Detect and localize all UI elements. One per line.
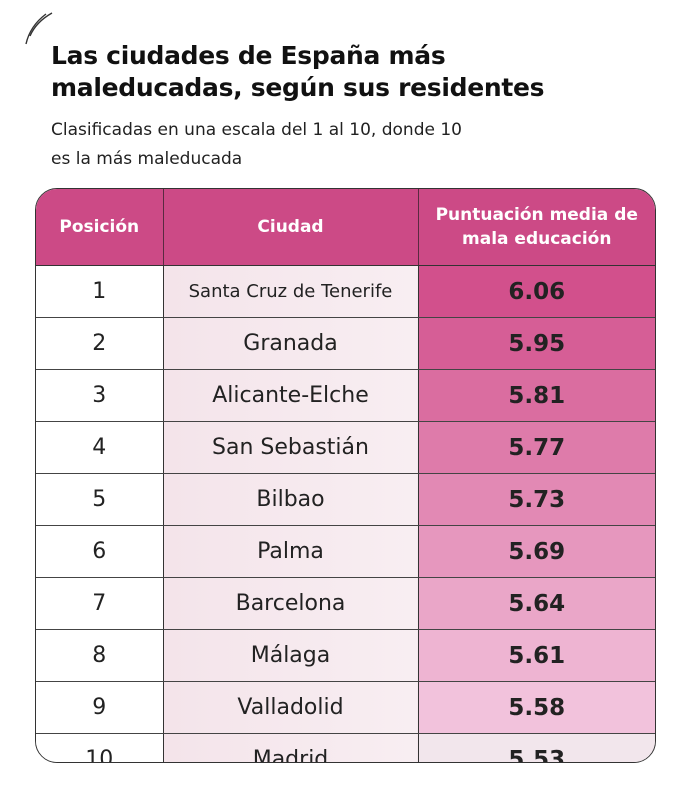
table-row: 4 San Sebastián 5.77: [36, 421, 655, 474]
score-cell: 5.73: [418, 473, 655, 526]
position-cell: 10: [36, 733, 164, 762]
table-row: 1 Santa Cruz de Tenerife 6.06: [36, 265, 655, 318]
position-cell: 1: [36, 265, 164, 318]
score-cell: 5.77: [418, 421, 655, 474]
decorative-slash-icon: [25, 12, 53, 45]
title-line: maleducadas, según sus residentes: [51, 73, 545, 102]
position-cell: 7: [36, 577, 164, 630]
score-cell: 5.53: [418, 733, 655, 762]
table-row: 7 Barcelona 5.64: [36, 577, 655, 630]
header-position: Posición: [36, 189, 164, 266]
header-score: Puntuación media de mala educación: [418, 189, 655, 266]
city-cell: Valladolid: [163, 681, 419, 734]
city-cell: Palma: [163, 525, 419, 578]
page-title: Las ciudades de España más maleducadas, …: [51, 40, 545, 104]
city-cell: Málaga: [163, 629, 419, 682]
position-cell: 4: [36, 421, 164, 474]
position-cell: 5: [36, 473, 164, 526]
score-cell: 5.64: [418, 577, 655, 630]
score-cell: 5.69: [418, 525, 655, 578]
score-cell: 5.58: [418, 681, 655, 734]
table-header-row: Posición Ciudad Puntuación media de mala…: [36, 189, 655, 266]
city-cell: Santa Cruz de Tenerife: [163, 265, 419, 318]
table-row: 8 Málaga 5.61: [36, 629, 655, 682]
table-row: 2 Granada 5.95: [36, 317, 655, 370]
table-row: 5 Bilbao 5.73: [36, 473, 655, 526]
subtitle-line: Clasificadas en una escala del 1 al 10, …: [51, 120, 462, 140]
city-cell: Alicante-Elche: [163, 369, 419, 422]
header-city: Ciudad: [163, 189, 419, 266]
position-cell: 3: [36, 369, 164, 422]
city-cell: Barcelona: [163, 577, 419, 630]
table-row: 10 Madrid 5.53: [36, 733, 655, 762]
table-row: 9 Valladolid 5.58: [36, 681, 655, 734]
position-cell: 8: [36, 629, 164, 682]
subtitle: Clasificadas en una escala del 1 al 10, …: [51, 116, 462, 174]
position-cell: 6: [36, 525, 164, 578]
position-cell: 9: [36, 681, 164, 734]
table-row: 3 Alicante-Elche 5.81: [36, 369, 655, 422]
city-cell: San Sebastián: [163, 421, 419, 474]
score-cell: 5.81: [418, 369, 655, 422]
score-cell: 6.06: [418, 265, 655, 318]
ranking-table: Posición Ciudad Puntuación media de mala…: [35, 188, 656, 763]
score-cell: 5.61: [418, 629, 655, 682]
score-cell: 5.95: [418, 317, 655, 370]
table-row: 6 Palma 5.69: [36, 525, 655, 578]
city-cell: Bilbao: [163, 473, 419, 526]
title-line: Las ciudades de España más: [51, 41, 446, 70]
position-cell: 2: [36, 317, 164, 370]
subtitle-line: es la más maleducada: [51, 149, 243, 169]
city-cell: Granada: [163, 317, 419, 370]
city-cell: Madrid: [163, 733, 419, 762]
